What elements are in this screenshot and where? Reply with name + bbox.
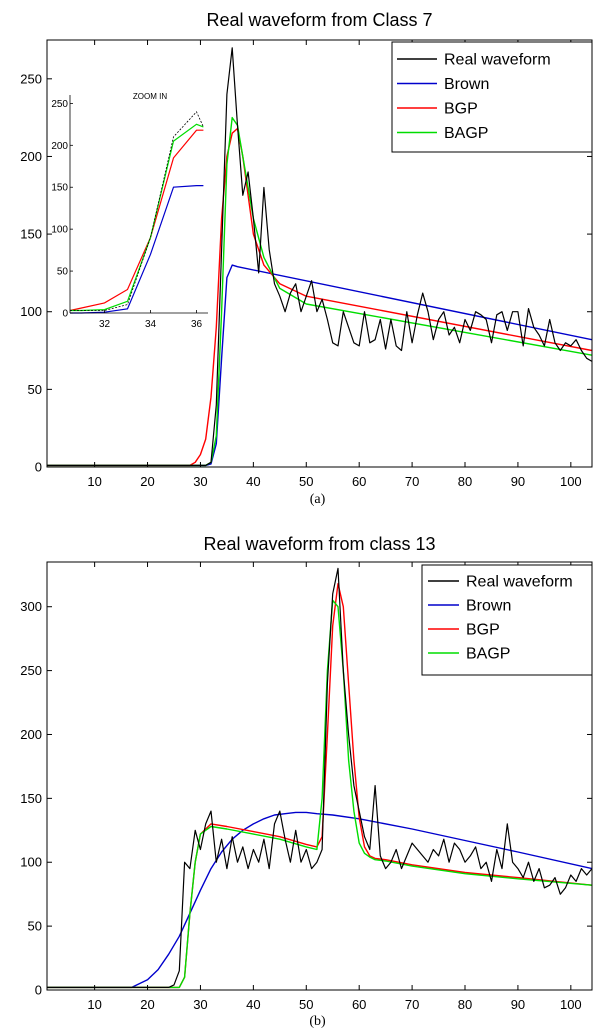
x-tick-label: 50 <box>299 474 313 489</box>
x-tick-label: 80 <box>458 997 472 1012</box>
x-tick-label: 30 <box>193 474 207 489</box>
series-line-real-waveform <box>47 567 592 989</box>
panel-caption: (b) <box>309 1014 326 1029</box>
x-tick-label: 100 <box>560 474 582 489</box>
y-tick-label: 150 <box>20 791 42 806</box>
legend-entry: BAGP <box>444 125 488 142</box>
legend: Real waveform Brown BGP BAGP <box>421 564 593 676</box>
y-tick-label: 250 <box>20 71 42 86</box>
y-tick-label: 200 <box>20 727 42 742</box>
chart-title: Real waveform from class 13 <box>203 534 435 554</box>
inset-y-tick-label: 100 <box>51 225 68 236</box>
x-tick-label: 20 <box>140 997 154 1012</box>
x-tick-label: 90 <box>511 997 525 1012</box>
legend-entry: Brown <box>444 76 489 93</box>
inset-title: ZOOM IN <box>133 92 167 101</box>
y-tick-label: 50 <box>28 919 42 934</box>
y-tick-label: 50 <box>28 382 42 397</box>
legend-entry: Real waveform <box>466 574 573 591</box>
inset-chart: 32 34 36 0 50 100 150 200 250 ZOOM IN <box>51 92 208 330</box>
y-tick-label: 150 <box>20 227 42 242</box>
legend: Real waveform Brown BGP BAGP <box>391 41 593 153</box>
inset-series-line <box>69 129 204 312</box>
plot-frame <box>46 39 593 468</box>
legend-entry: BGP <box>444 101 478 118</box>
panel-caption: (a) <box>310 492 326 507</box>
series-line-brown <box>47 811 592 989</box>
inset-series-line <box>70 111 204 311</box>
inset-x-tick-label: 36 <box>191 319 203 330</box>
x-tick-label: 10 <box>87 474 101 489</box>
inset-x-tick-label: 34 <box>145 319 157 330</box>
y-tick-label: 200 <box>20 149 42 164</box>
inset-x-tick-label: 32 <box>99 319 111 330</box>
x-tick-label: 90 <box>511 474 525 489</box>
chart-panel-0: Real waveform from Class 7 10 20 30 40 50 60 70… <box>20 10 593 507</box>
series-group <box>47 47 592 467</box>
legend-entry: BAGP <box>466 646 510 663</box>
x-tick-label: 80 <box>458 474 472 489</box>
y-tick-label: 100 <box>20 855 42 870</box>
x-tick-label: 50 <box>299 997 313 1012</box>
x-tick-label: 40 <box>246 997 260 1012</box>
chart-panel-1: Real waveform from class 13 10 20 30 40 50 60 7… <box>20 534 593 1029</box>
y-tick-label: 0 <box>35 460 42 475</box>
y-tick-label: 300 <box>20 599 42 614</box>
legend-entry: Brown <box>466 598 511 615</box>
inset-y-tick-label: 250 <box>51 99 68 110</box>
legend-box <box>421 564 593 676</box>
x-tick-label: 30 <box>193 997 207 1012</box>
x-tick-label: 70 <box>405 997 419 1012</box>
x-tick-label: 10 <box>87 997 101 1012</box>
y-tick-label: 0 <box>35 983 42 998</box>
y-tick-label: 100 <box>20 304 42 319</box>
inset-y-tick-label: 0 <box>62 309 68 320</box>
series-group <box>47 567 592 989</box>
inset-y-tick-label: 200 <box>51 141 68 152</box>
legend-entry: BGP <box>466 622 500 639</box>
x-tick-label: 20 <box>140 474 154 489</box>
inset-y-tick-label: 50 <box>57 267 69 278</box>
chart-title: Real waveform from Class 7 <box>206 10 432 30</box>
x-tick-label: 60 <box>352 474 366 489</box>
inset-background <box>70 95 208 313</box>
x-tick-label: 60 <box>352 997 366 1012</box>
plot-frame <box>46 561 593 991</box>
legend-entry: Real waveform <box>444 52 551 69</box>
x-tick-label: 100 <box>560 997 582 1012</box>
legend-box <box>391 41 593 153</box>
x-tick-label: 40 <box>246 474 260 489</box>
inset-y-tick-label: 150 <box>51 183 68 194</box>
y-tick-label: 250 <box>20 663 42 678</box>
series-line-real-waveform <box>47 47 592 466</box>
x-tick-label: 70 <box>405 474 419 489</box>
